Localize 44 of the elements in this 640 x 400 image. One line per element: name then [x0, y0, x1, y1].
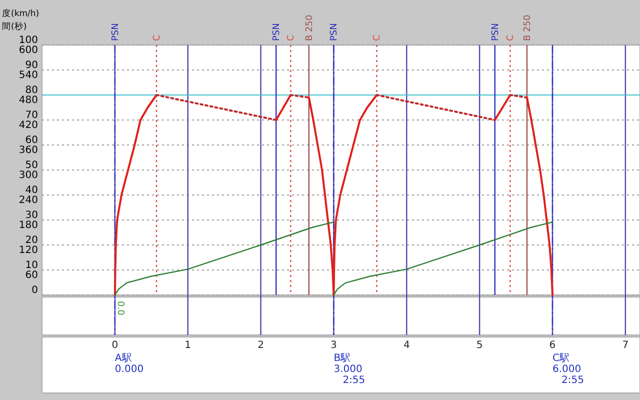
x-tick-label: 2 — [258, 340, 264, 351]
x-tick-label: 1 — [184, 340, 192, 351]
text: A駅 0.000 — [114, 353, 144, 375]
y-tick-label: 80 — [25, 85, 38, 96]
annotation: 0.0 — [114, 301, 125, 316]
y-tick-label: 10 — [25, 260, 38, 271]
x-tick-label: 7 — [622, 340, 629, 351]
y-tick-label: 50 — [25, 160, 38, 171]
ref-line-label: PSN — [490, 23, 501, 41]
text: B駅 3.000 2:55 — [334, 353, 366, 386]
ref-line-label: PSN — [110, 23, 121, 41]
y-tick-label: 30 — [25, 210, 38, 221]
x-tick-label: 5 — [476, 340, 483, 351]
y-tick-label: 40 — [25, 185, 38, 196]
y2-tick-label: 240 — [18, 195, 38, 206]
y2-tick-label: 120 — [18, 245, 38, 256]
y-tick-label: 100 — [18, 35, 38, 46]
y-tick-label: 20 — [25, 235, 38, 246]
x-tick-label: 3 — [330, 340, 337, 351]
text: 度(km/h) — [2, 8, 40, 19]
y-tick-label: 90 — [25, 60, 38, 71]
ref-line-label: C — [152, 34, 162, 41]
text: C駅 6.000 2:55 — [552, 353, 584, 386]
x-tick-label: 4 — [403, 340, 410, 351]
y2-tick-label: 360 — [18, 145, 38, 156]
text: 間(秒) — [2, 21, 27, 32]
y2-tick-label: 420 — [18, 120, 38, 131]
ref-line-label: B 250 — [522, 14, 533, 41]
ref-line-label: C — [372, 34, 383, 41]
ref-line-label: PSN — [330, 23, 340, 41]
y-tick-label: 70 — [25, 110, 38, 121]
ref-line-label: PSN — [272, 23, 282, 41]
y2-tick-label: 540 — [18, 70, 38, 81]
ref-line-label: B 250 — [304, 14, 315, 41]
x-tick-label: 0 — [112, 340, 118, 351]
y2-tick-label: 300 — [18, 170, 38, 181]
y2-tick-label: 480 — [18, 95, 38, 106]
y2-tick-label: 600 — [18, 45, 38, 56]
x-tick-label: 6 — [549, 340, 556, 351]
y-tick-label: 60 — [25, 135, 38, 146]
ref-line-label: C — [286, 34, 297, 41]
y-tick-label: 0 — [32, 285, 38, 296]
ref-line-label: C — [506, 34, 516, 41]
y2-tick-label: 180 — [18, 220, 38, 231]
